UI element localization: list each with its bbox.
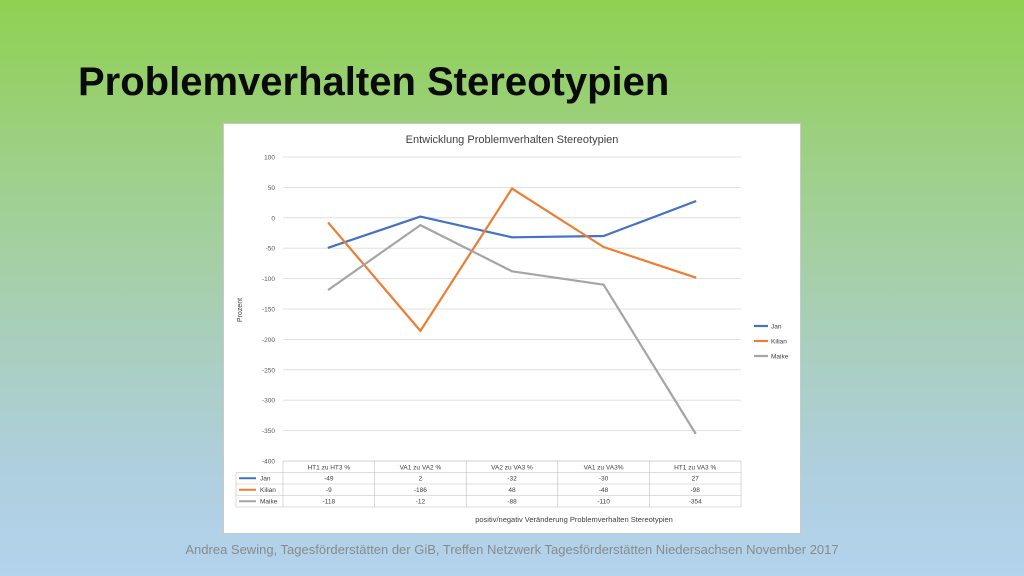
data-point — [327, 288, 330, 291]
data-point — [419, 223, 422, 227]
data-point — [602, 234, 605, 238]
data-point — [510, 187, 514, 190]
table-cell-value: -30 — [599, 476, 609, 483]
data-point — [419, 329, 422, 332]
data-point — [510, 236, 514, 239]
data-point — [694, 276, 697, 279]
y-tick-label: -300 — [262, 398, 275, 405]
series-line-jan — [327, 200, 697, 249]
y-tick-label: -400 — [262, 459, 275, 466]
table-cell-value: -354 — [689, 499, 702, 506]
legend-label: Kilian — [771, 339, 787, 346]
x-category-label: VA1 zu VA2 % — [400, 464, 442, 471]
table-series-name: Jan — [260, 476, 271, 483]
data-point — [602, 283, 605, 286]
table-cell-value: -186 — [414, 487, 427, 494]
table-cell-value: -98 — [690, 487, 700, 494]
table-cell-value: -88 — [507, 499, 517, 506]
table-cell-value: 2 — [419, 476, 423, 483]
data-point — [419, 215, 422, 218]
table-cell-value: -32 — [507, 476, 517, 483]
table-cell-value: -118 — [323, 499, 336, 506]
data-point — [602, 245, 605, 249]
x-category-label: HT1 zu VA3 % — [674, 464, 716, 471]
data-point — [510, 270, 514, 273]
chart-title: Entwicklung Problemverhalten Stereotypie… — [406, 134, 619, 146]
y-tick-label: -150 — [262, 307, 275, 314]
data-point — [694, 200, 697, 203]
table-cell-value: -48 — [599, 487, 609, 494]
data-point — [694, 431, 697, 435]
slide-footer: Andrea Sewing, Tagesförderstätten der Gi… — [185, 542, 839, 557]
series-line-kilian — [327, 187, 697, 332]
data-point — [327, 246, 330, 249]
table-series-name: Maike — [260, 499, 278, 506]
y-axis-label: Prozent — [237, 298, 244, 322]
slide-title: Problemverhalten Stereotypien — [78, 60, 670, 104]
legend-label: Maike — [771, 354, 789, 361]
y-tick-label: -250 — [262, 367, 275, 374]
legend-label: Jan — [771, 324, 782, 331]
y-tick-label: 0 — [271, 215, 275, 222]
x-category-label: VA2 zu VA3 % — [491, 464, 533, 471]
series-line-maike — [327, 223, 697, 435]
table-cell-value: -110 — [597, 499, 610, 506]
y-tick-label: -50 — [266, 246, 276, 253]
y-tick-label: -100 — [262, 276, 275, 283]
table-cell-value: -12 — [416, 499, 426, 506]
data-point — [327, 222, 330, 225]
x-axis-label: positiv/negativ Veränderung Problemverha… — [475, 515, 673, 524]
y-tick-label: -200 — [262, 337, 275, 344]
chart-container: Entwicklung Problemverhalten Stereotypie… — [223, 123, 801, 534]
table-cell-value: -9 — [326, 487, 332, 494]
table-series-name: Kilian — [260, 487, 276, 494]
y-tick-label: 100 — [264, 155, 275, 162]
table-cell-value: 48 — [508, 487, 516, 494]
table-cell-value: -49 — [324, 476, 334, 483]
table-cell-value: 27 — [692, 476, 700, 483]
y-tick-label: -350 — [262, 428, 275, 435]
y-tick-label: 50 — [268, 185, 276, 192]
x-category-label: HT1 zu HT3 % — [307, 464, 350, 471]
x-category-label: VA1 zu VA3% — [584, 464, 624, 471]
line-chart: Entwicklung Problemverhalten Stereotypie… — [235, 134, 789, 524]
